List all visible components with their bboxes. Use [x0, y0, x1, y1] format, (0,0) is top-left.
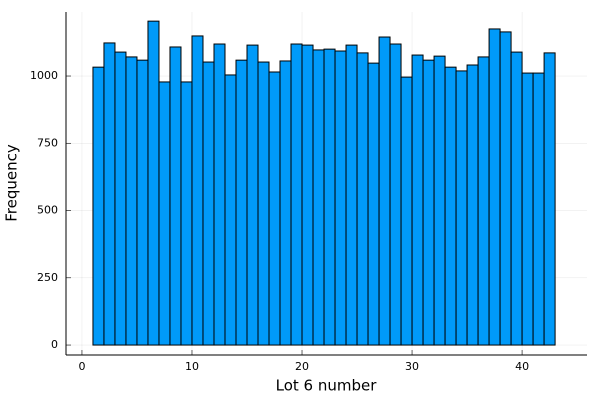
bar	[356, 52, 369, 346]
bar	[169, 46, 182, 346]
x-tick-label: 40	[515, 360, 529, 373]
x-tick-label: 20	[295, 360, 309, 373]
y-axis-label: Frequency	[3, 144, 21, 222]
bar	[378, 36, 391, 346]
bar	[301, 44, 314, 346]
bar	[158, 81, 171, 346]
bar	[334, 50, 347, 346]
bar	[202, 61, 215, 346]
bar	[224, 74, 237, 346]
x-tick-label: 10	[185, 360, 199, 373]
bar	[257, 61, 270, 346]
bar	[235, 59, 248, 346]
bar	[543, 52, 556, 346]
bar	[389, 43, 402, 346]
bar	[125, 56, 138, 346]
bar	[499, 31, 512, 346]
y-tick-label: 1000	[30, 69, 58, 82]
bar	[103, 42, 116, 346]
bar	[268, 71, 281, 346]
bar	[312, 49, 325, 346]
bar	[444, 66, 457, 346]
bar	[323, 48, 336, 346]
bar	[290, 43, 303, 346]
bar	[367, 62, 380, 346]
y-tick-label: 250	[37, 271, 58, 284]
bar	[180, 81, 193, 346]
bar	[455, 70, 468, 346]
bar	[345, 44, 358, 346]
y-tick-label: 0	[51, 338, 58, 351]
bar	[279, 60, 292, 346]
y-tick-label: 750	[37, 136, 58, 149]
bar	[92, 66, 105, 346]
bar	[114, 51, 127, 346]
bar	[532, 72, 545, 346]
bar	[191, 35, 204, 346]
bar	[466, 64, 479, 346]
x-tick-label: 0	[78, 360, 85, 373]
bar	[422, 59, 435, 346]
bar	[136, 59, 149, 346]
bar	[147, 20, 160, 346]
bar	[510, 51, 523, 346]
bar	[213, 43, 226, 346]
bar	[477, 56, 490, 346]
bar	[521, 72, 534, 346]
bar	[433, 55, 446, 346]
x-tick-label: 30	[405, 360, 419, 373]
y-tick-label: 500	[37, 204, 58, 217]
bar	[246, 44, 259, 346]
bar	[411, 54, 424, 346]
bar	[400, 76, 413, 346]
bar	[488, 28, 501, 346]
x-axis-label: Lot 6 number	[276, 377, 378, 395]
